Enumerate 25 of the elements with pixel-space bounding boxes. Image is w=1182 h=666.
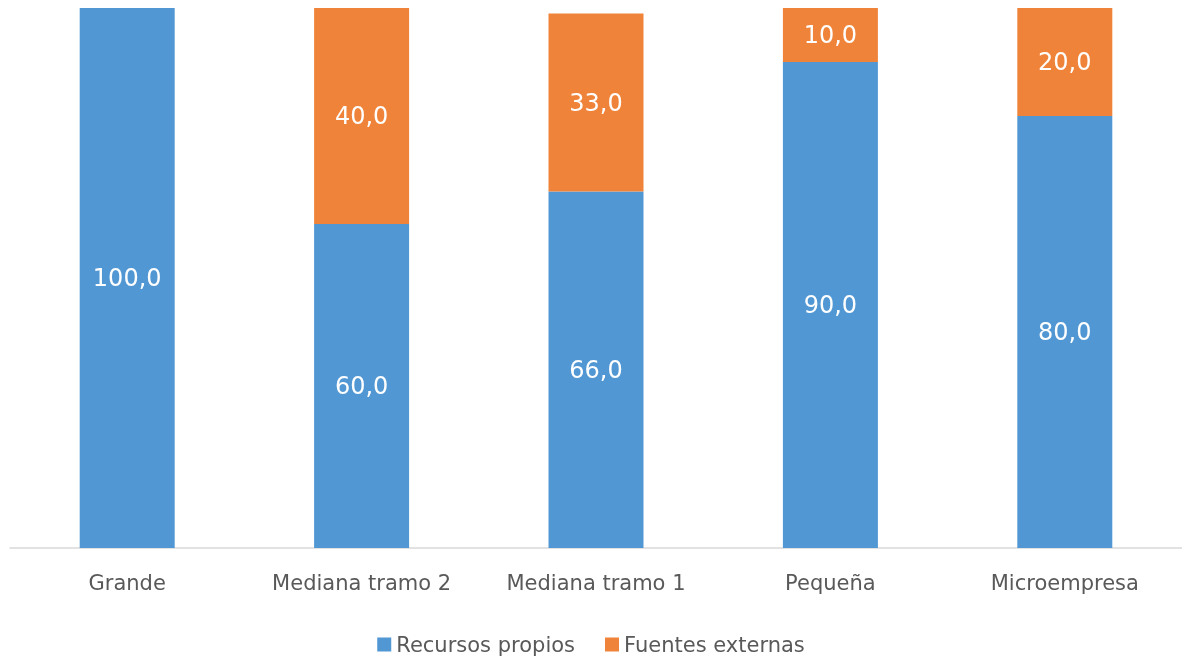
legend-label: Recursos propios [396,632,576,657]
data-label: 66,0 [569,355,623,384]
bar [79,8,175,548]
x-tick-label: Microempresa [990,570,1139,595]
legend-label: Fuentes externas [624,632,805,657]
x-tick-label: Grande [88,570,166,595]
data-label: 100,0 [92,264,162,292]
x-tick-label: Mediana tramo 2 [272,570,452,595]
data-label: 80,0 [1038,318,1092,346]
x-tick-label: Pequeña [785,570,876,595]
data-label: 20,0 [1038,48,1092,76]
bar [1017,116,1113,548]
x-tick-label: Mediana tramo 1 [506,570,686,595]
bar [782,8,878,62]
bar [314,224,410,548]
bar [548,13,644,192]
data-label: 90,0 [803,291,858,319]
bar [1017,8,1113,116]
bar [548,191,644,548]
bar [314,8,410,224]
data-label: 60,0 [334,372,389,400]
data-label: 10,0 [803,21,858,49]
bar [782,62,878,548]
data-label: 33,0 [569,88,623,117]
data-label: 40,0 [334,102,389,130]
